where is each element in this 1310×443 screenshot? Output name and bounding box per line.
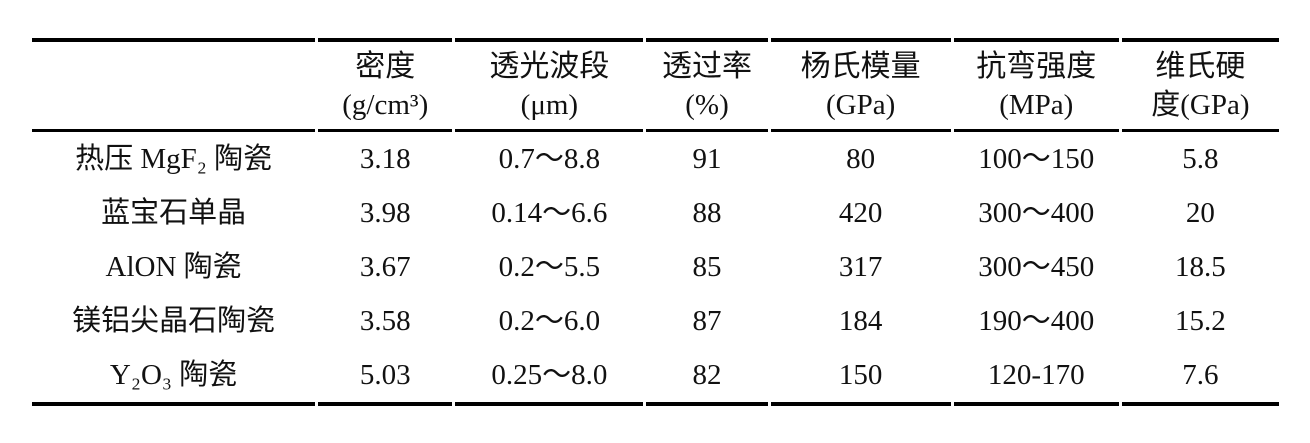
- cell-band: 0.2～6.0: [498, 305, 601, 337]
- header-youngs-title: 杨氏模量: [800, 49, 921, 83]
- cell-flexural: 190～400: [978, 305, 1095, 337]
- header-youngs-unit: (GPa): [825, 88, 896, 121]
- cell-band: 0.2～5.5: [498, 251, 601, 283]
- cell-flexural: 100～150: [978, 143, 1095, 175]
- table-row-sapphire: 蓝宝石单晶 3.98 0.14～6.6 88 420 300～400 20: [32, 186, 1279, 240]
- header-cell-vickers-hardness: 维氏硬 度(GPa): [1121, 38, 1279, 132]
- header-row: 密度 (g/cm³) 透光波段 (μm) 透过率 (%) 杨氏模量 (GPa): [32, 38, 1279, 132]
- cell-density: 3.58: [359, 305, 411, 337]
- cell-band: 0.14～6.6: [491, 197, 608, 229]
- header-density-title: 密度: [355, 49, 416, 83]
- cell-vickers: 18.5: [1175, 251, 1226, 283]
- header-transmittance-title: 透过率: [662, 49, 752, 83]
- header-vickers-unit: 度(GPa): [1151, 88, 1250, 121]
- row-label: 蓝宝石单晶: [101, 197, 247, 229]
- table-row-spinel: 镁铝尖晶石陶瓷 3.58 0.2～6.0 87 184 190～400 15.2: [32, 294, 1279, 348]
- header-band-unit: (μm): [520, 88, 579, 121]
- cell-vickers: 7.6: [1121, 348, 1279, 406]
- row-label: AlON 陶瓷: [105, 251, 242, 283]
- cell-density: 3.98: [359, 197, 411, 229]
- row-label: 热压 MgF₂ 陶瓷: [75, 143, 273, 175]
- header-flexural-unit: (MPa): [999, 88, 1074, 121]
- cell-youngs: 420: [838, 197, 883, 229]
- table-container: 密度 (g/cm³) 透光波段 (μm) 透过率 (%) 杨氏模量 (GPa): [29, 38, 1282, 406]
- cell-band: 0.7～8.8: [498, 143, 601, 175]
- header-transmittance-unit: (%): [685, 88, 729, 121]
- table-row-alon: AlON 陶瓷 3.67 0.2～5.5 85 317 300～450 18.5: [32, 240, 1279, 294]
- cell-youngs: 317: [838, 251, 883, 283]
- header-band-title: 透光波段: [489, 49, 610, 83]
- header-vickers-title: 维氏硬: [1155, 49, 1246, 83]
- cell-flexural: 300～450: [978, 251, 1095, 283]
- row-label: Y₂O₃ 陶瓷: [32, 348, 316, 406]
- cell-density: 3.67: [359, 251, 411, 283]
- header-cell-transmittance: 透过率 (%): [646, 38, 768, 132]
- row-label: 镁铝尖晶石陶瓷: [72, 305, 276, 337]
- cell-flexural: 120-170: [953, 348, 1119, 406]
- cell-flexural: 300～400: [978, 197, 1095, 229]
- cell-vickers: 20: [1185, 197, 1215, 229]
- ceramics-properties-table: 密度 (g/cm³) 透光波段 (μm) 透过率 (%) 杨氏模量 (GPa): [29, 38, 1282, 406]
- header-density-unit: (g/cm³): [342, 88, 429, 121]
- header-cell-band: 透光波段 (μm): [455, 38, 644, 132]
- header-cell-flexural-strength: 抗弯强度 (MPa): [953, 38, 1119, 132]
- header-cell-material: [32, 38, 316, 132]
- table-row-y2o3: Y₂O₃ 陶瓷 5.03 0.25～8.0 82 150 120-170 7.6: [32, 348, 1279, 406]
- cell-youngs: 80: [846, 143, 876, 175]
- cell-youngs: 150: [770, 348, 951, 406]
- cell-youngs: 184: [838, 305, 883, 337]
- cell-vickers: 5.8: [1182, 143, 1219, 175]
- cell-transmittance: 91: [692, 143, 722, 175]
- table-body: 热压 MgF₂ 陶瓷 3.18 0.7～8.8 91 80 100～150 5.…: [32, 132, 1279, 406]
- cell-vickers: 15.2: [1175, 305, 1226, 337]
- cell-transmittance: 82: [646, 348, 768, 406]
- header-cell-youngs-modulus: 杨氏模量 (GPa): [770, 38, 951, 132]
- cell-transmittance: 87: [692, 305, 722, 337]
- table-header: 密度 (g/cm³) 透光波段 (μm) 透过率 (%) 杨氏模量 (GPa): [32, 38, 1279, 132]
- cell-transmittance: 88: [692, 197, 722, 229]
- cell-density: 3.18: [359, 143, 411, 175]
- header-flexural-title: 抗弯强度: [976, 49, 1097, 83]
- header-cell-density: 密度 (g/cm³): [318, 38, 453, 132]
- cell-band: 0.25～8.0: [455, 348, 644, 406]
- cell-density: 5.03: [318, 348, 453, 406]
- table-row-mgf2: 热压 MgF₂ 陶瓷 3.18 0.7～8.8 91 80 100～150 5.…: [32, 132, 1279, 186]
- cell-transmittance: 85: [692, 251, 722, 283]
